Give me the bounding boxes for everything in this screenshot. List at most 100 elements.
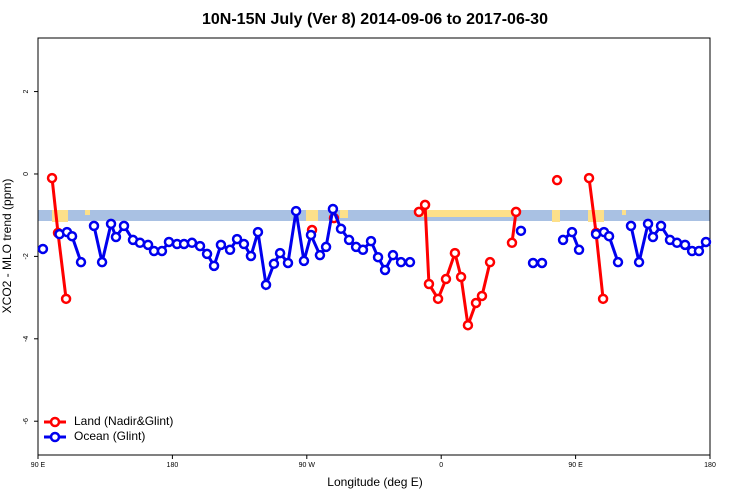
data-point xyxy=(88,220,100,232)
data-point xyxy=(290,205,302,217)
data-point xyxy=(597,293,609,305)
data-point xyxy=(305,229,317,241)
data-point xyxy=(440,273,452,285)
data-point xyxy=(260,279,272,291)
data-point xyxy=(583,172,595,184)
data-point xyxy=(655,220,667,232)
land-patch xyxy=(420,210,512,217)
data-point xyxy=(282,257,294,269)
y-tick-label: -6 xyxy=(23,418,30,424)
data-point xyxy=(134,237,146,249)
data-point xyxy=(603,230,615,242)
data-point xyxy=(404,256,416,268)
data-point xyxy=(327,203,339,215)
data-point xyxy=(298,255,310,267)
data-point xyxy=(462,319,474,331)
data-point xyxy=(314,249,326,261)
data-point xyxy=(484,256,496,268)
land-patch xyxy=(306,210,318,221)
data-point xyxy=(110,231,122,243)
land-mask-band xyxy=(38,210,710,222)
land-patch xyxy=(622,210,626,215)
data-point xyxy=(163,236,175,248)
data-point xyxy=(647,231,659,243)
data-point xyxy=(178,238,190,250)
y-tick-label: -2 xyxy=(23,253,30,259)
data-point xyxy=(357,244,369,256)
data-point xyxy=(612,256,624,268)
data-point xyxy=(506,237,518,249)
data-point xyxy=(679,239,691,251)
land-patch xyxy=(340,210,348,218)
data-point xyxy=(700,236,712,248)
data-point xyxy=(215,239,227,251)
data-point xyxy=(625,220,637,232)
data-point xyxy=(252,226,264,238)
data-point xyxy=(551,174,563,186)
data-point xyxy=(274,247,286,259)
x-tick-label: 180 xyxy=(704,462,716,469)
plot-frame xyxy=(37,37,711,456)
data-point xyxy=(238,238,250,250)
data-point xyxy=(60,293,72,305)
data-point xyxy=(118,220,130,232)
data-point xyxy=(515,225,527,237)
data-point xyxy=(320,241,332,253)
legend-marker xyxy=(49,431,61,443)
data-point xyxy=(186,237,198,249)
legend-label: Ocean (Glint) xyxy=(74,429,145,443)
data-point xyxy=(642,218,654,230)
data-point xyxy=(75,256,87,268)
legend-label: Land (Nadir&Glint) xyxy=(74,414,173,428)
data-point xyxy=(96,256,108,268)
land-patch xyxy=(85,210,90,215)
data-point xyxy=(671,237,683,249)
y-tick-label: 2 xyxy=(23,90,30,94)
data-point xyxy=(419,199,431,211)
data-point xyxy=(201,248,213,260)
land-patch xyxy=(588,210,604,222)
data-point xyxy=(527,257,539,269)
data-point xyxy=(245,250,257,262)
data-point xyxy=(372,251,384,263)
data-point xyxy=(395,256,407,268)
data-point xyxy=(432,293,444,305)
x-tick-label: 180 xyxy=(167,462,179,469)
data-point xyxy=(387,249,399,261)
legend-marker xyxy=(49,416,61,428)
data-point xyxy=(566,226,578,238)
data-point xyxy=(413,206,425,218)
data-point xyxy=(365,235,377,247)
data-point xyxy=(573,244,585,256)
data-point xyxy=(194,240,206,252)
data-point xyxy=(455,271,467,283)
data-point xyxy=(66,230,78,242)
x-tick-label: 90 W xyxy=(299,462,316,469)
data-point xyxy=(693,245,705,257)
band xyxy=(38,210,710,221)
data-point xyxy=(105,218,117,230)
x-tick-label: 0 xyxy=(439,462,443,469)
data-point xyxy=(476,290,488,302)
data-point xyxy=(379,264,391,276)
y-axis-label: XCO2 - MLO trend (ppm) xyxy=(0,179,14,314)
data-point xyxy=(335,223,347,235)
data-point xyxy=(268,258,280,270)
chart-title: 10N-15N July (Ver 8) 2014-09-06 to 2017-… xyxy=(202,11,548,28)
data-point xyxy=(343,234,355,246)
data-point xyxy=(231,233,243,245)
data-point xyxy=(557,234,569,246)
x-tick-label: 90 E xyxy=(31,462,46,469)
y-tick-label: 0 xyxy=(23,172,30,176)
y-tick-label: -4 xyxy=(23,336,30,342)
data-point xyxy=(224,244,236,256)
x-tick-label: 90 E xyxy=(568,462,583,469)
data-point xyxy=(449,247,461,259)
land-patch xyxy=(552,210,560,222)
data-point xyxy=(633,256,645,268)
data-point xyxy=(156,245,168,257)
data-point xyxy=(470,297,482,309)
data-point xyxy=(46,172,58,184)
data-point xyxy=(510,206,522,218)
